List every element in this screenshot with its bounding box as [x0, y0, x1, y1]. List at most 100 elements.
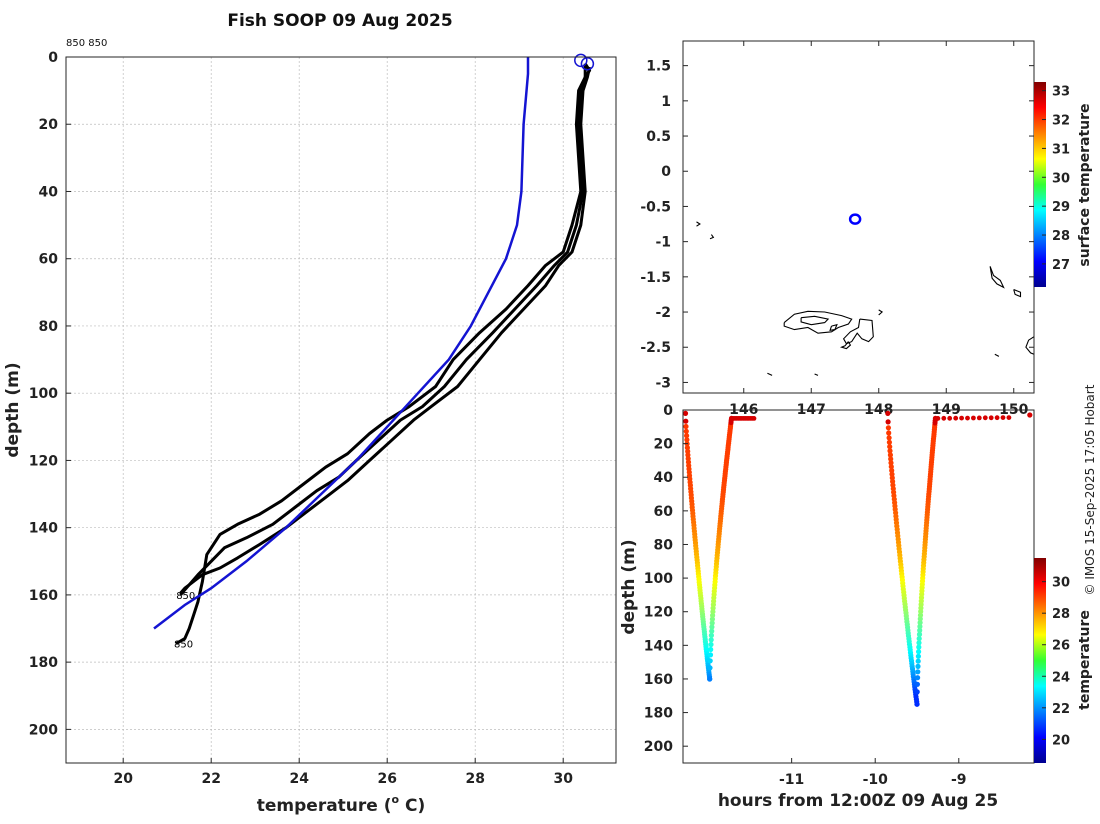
- timeseries-point: [971, 415, 976, 421]
- timeseries-point: [982, 415, 988, 421]
- timeseries-x-tick-label: -11: [779, 772, 804, 788]
- profile-x-tick-label: 28: [465, 771, 484, 787]
- profile-x-tick-label: 22: [201, 771, 220, 787]
- timeseries-point: [888, 456, 894, 462]
- timeseries-point: [917, 620, 923, 626]
- map-coastline: [767, 372, 773, 376]
- timeseries-point: [917, 627, 923, 634]
- timeseries-y-tick-label: 60: [654, 504, 674, 520]
- timeseries-y-tick-label: 80: [654, 537, 674, 553]
- timeseries-y-tick-label: 0: [663, 403, 673, 419]
- timeseries-point: [707, 652, 714, 658]
- timeseries-y-tick-label: 200: [644, 739, 673, 755]
- map-y-tick-label: 0: [661, 164, 671, 180]
- profile-start-marker: [574, 53, 588, 68]
- map-coastline: [783, 310, 853, 334]
- profile-x-tick-label: 24: [289, 771, 309, 787]
- profile-lines: 850 850: [153, 53, 595, 651]
- timeseries-point: [708, 646, 714, 653]
- timeseries-point: [917, 616, 923, 622]
- map-coastlines: [696, 221, 1035, 376]
- timeseries-point: [708, 637, 714, 643]
- profile-cast-3-line: [179, 66, 592, 595]
- map-colorbar: [1034, 82, 1046, 287]
- timeseries-point: [916, 644, 922, 650]
- timeseries-colorbar-ticks: 20 22 24 26 28 30: [1042, 576, 1070, 748]
- profile-cast-2-line: [179, 63, 587, 596]
- timeseries-point: [885, 410, 891, 416]
- timeseries-point: [917, 612, 924, 618]
- profile-y-tick-label: 180: [29, 655, 58, 671]
- timeseries-points: [682, 410, 1033, 707]
- profile-start-marker: [580, 56, 595, 71]
- timeseries-point: [965, 415, 970, 421]
- profile-grid: [66, 56, 616, 763]
- timeseries-point: [915, 669, 921, 675]
- timeseries-point: [917, 623, 923, 630]
- timeseries-ticks: -11 -10 -9 0 20 40 60 80 100 120 140 160 180 200: [644, 403, 967, 788]
- profile-x-axis-label: temperature (o C): [257, 793, 426, 816]
- timeseries-point: [1027, 412, 1033, 418]
- timeseries-point: [684, 445, 691, 451]
- profile-y-axis-label: depth (m): [3, 362, 23, 457]
- profile-y-tick-label: 160: [29, 588, 58, 604]
- timeseries-point: [707, 665, 713, 671]
- profile-y-tick-label: 20: [39, 117, 59, 133]
- timeseries-point: [941, 415, 947, 421]
- timeseries-point: [707, 676, 713, 682]
- timeseries-colorbar-label: temperature: [1077, 610, 1093, 710]
- timeseries-point: [709, 628, 715, 634]
- map-y-tick-label: -1: [655, 235, 671, 251]
- timeseries-y-tick-label: 40: [654, 470, 674, 486]
- timeseries-point: [1006, 415, 1012, 420]
- timeseries-y-tick-label: 160: [644, 672, 673, 688]
- timeseries-y-tick-label: 100: [644, 571, 673, 587]
- timeseries-point: [888, 460, 894, 466]
- map-ticks: 146 147 148 149 1501.510.50-0.5-1-1.5-2-2.5-…: [640, 41, 1034, 418]
- map-colorbar-ticks: 27 28 29 30 31 32 33: [1042, 85, 1070, 273]
- timeseries-point: [707, 658, 713, 664]
- timeseries-point: [953, 415, 959, 421]
- timeseries-point: [709, 620, 715, 626]
- map-coastline: [1013, 288, 1022, 298]
- timeseries-point: [994, 415, 1000, 421]
- timeseries-point: [887, 448, 893, 454]
- timeseries-point: [889, 467, 895, 474]
- timeseries-point: [988, 415, 994, 421]
- timeseries-x-axis-label: hours from 12:00Z 09 Aug 25: [718, 791, 998, 811]
- profile-xlabel-super: o: [392, 793, 400, 806]
- timeseries-point: [916, 640, 922, 646]
- timeseries-point: [708, 641, 714, 648]
- profile-cast-label: 850: [174, 640, 193, 651]
- map-coastline: [994, 353, 1000, 357]
- map-y-tick-label: -2.5: [640, 340, 671, 356]
- profile-x-tick-label: 20: [113, 771, 133, 787]
- timeseries-colorbar-tick-label: 20: [1052, 733, 1070, 748]
- map-y-tick-label: 0.5: [646, 129, 671, 145]
- map-coastline: [814, 373, 819, 376]
- profile-y-tick-label: 0: [48, 50, 58, 66]
- timeseries-point: [684, 433, 690, 439]
- timeseries-y-tick-label: 20: [654, 437, 674, 453]
- timeseries-point: [888, 464, 894, 470]
- position-marker: [848, 213, 862, 225]
- timeseries-point: [916, 649, 922, 655]
- map-coastline: [709, 234, 715, 240]
- timeseries-y-axis-label: depth (m): [619, 539, 639, 634]
- timeseries-point: [915, 658, 921, 664]
- map-y-tick-label: 1: [661, 94, 671, 110]
- timeseries-point: [959, 415, 964, 421]
- timeseries-point: [885, 425, 892, 431]
- map-colorbar-tick-label: 30: [1052, 171, 1070, 186]
- map-coastline: [842, 318, 874, 345]
- map-colorbar-label: surface temperature: [1077, 103, 1093, 266]
- map-colorbar-tick-label: 28: [1052, 229, 1070, 244]
- timeseries-point: [886, 435, 892, 441]
- profile-y-tick-label: 40: [39, 184, 59, 200]
- timeseries-point: [889, 471, 895, 477]
- profile-y-tick-label: 100: [29, 386, 58, 402]
- timeseries-point: [915, 675, 921, 681]
- timeseries-point: [914, 689, 920, 695]
- map-colorbar-tick-label: 33: [1052, 85, 1070, 100]
